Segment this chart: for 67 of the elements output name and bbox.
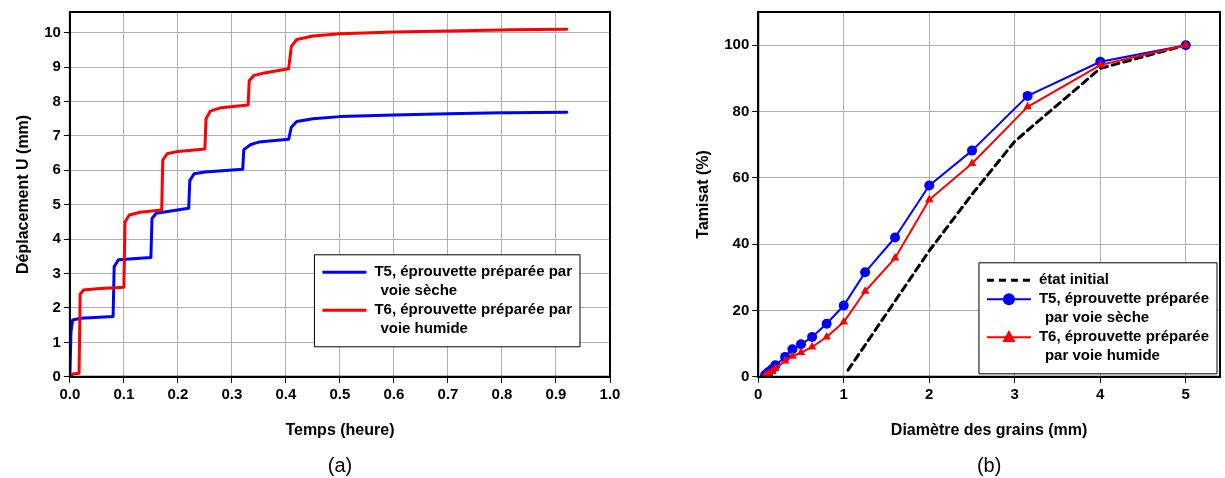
x-tick-label: 0.6: [383, 384, 405, 402]
legend-label: T6, éprouvette préparée par voie humide: [374, 300, 573, 337]
x-axis-title: Temps (heure): [285, 420, 395, 438]
point: [788, 351, 797, 359]
x-tick-label: 0.9: [545, 384, 567, 402]
y-tick-label: 2: [52, 298, 61, 316]
y-tick-label: 0: [52, 366, 61, 384]
x-tick-label: 0.5: [329, 384, 351, 402]
x-tick-label: 1: [839, 384, 848, 402]
x-tick-label: 0.8: [491, 384, 513, 402]
point: [780, 355, 790, 364]
legend-label: état initial: [1038, 270, 1109, 288]
y-tick-label: 60: [732, 167, 750, 185]
y-axis-title: Déplacement U (mm): [14, 114, 32, 274]
text: (b): [976, 453, 1002, 476]
point: [1022, 90, 1033, 101]
y-tick-label: 5: [52, 194, 61, 212]
point: [807, 332, 818, 342]
y-tick-label: 6: [52, 160, 61, 178]
point: [924, 194, 934, 203]
point: [924, 180, 935, 191]
legend-label: T5, éprouvette préparée par voie sèche: [374, 262, 573, 299]
point: [967, 145, 978, 156]
point: [822, 332, 831, 340]
text: (a): [327, 453, 353, 476]
y-tick-label: 9: [52, 57, 61, 75]
y-tick-label: 3: [52, 263, 61, 281]
point: [807, 341, 817, 350]
y-tick-label: 8: [52, 91, 61, 109]
x-tick-label: 0.1: [113, 384, 135, 402]
point: [796, 347, 806, 356]
x-tick-label: 0.7: [437, 384, 459, 402]
point: [821, 318, 832, 329]
y-tick-label: 7: [52, 126, 61, 144]
point: [860, 267, 871, 278]
x-tick-label: 0.4: [275, 384, 298, 402]
y-tick-label: 0: [740, 366, 750, 384]
y-tick-label: 80: [732, 101, 750, 119]
point: [860, 286, 870, 294]
x-tick-label: 1.0: [599, 384, 621, 402]
point: [890, 253, 900, 261]
x-tick-label: 0.3: [221, 384, 243, 402]
y-tick-label: 4: [52, 229, 62, 247]
x-tick-label: 2: [925, 384, 934, 402]
y-axis-title: Tamisat (%): [694, 150, 712, 239]
legend-label: T5, éprouvette préparée par voie sèche: [1038, 289, 1209, 326]
legend-label: T6, éprouvette préparée par voie humide: [1038, 327, 1209, 364]
y-tick-label: 40: [732, 234, 750, 252]
x-tick-label: 0.0: [59, 384, 81, 402]
x-tick-label: 5: [1181, 384, 1190, 402]
y-tick-label: 20: [732, 300, 750, 318]
x-tick-label: 0: [754, 384, 763, 402]
point: [1095, 60, 1105, 68]
y-tick-label: 100: [724, 35, 750, 53]
x-tick-label: 3: [1010, 384, 1019, 402]
point: [890, 232, 901, 243]
x-axis-title: Diamètre des grains (mm): [890, 420, 1088, 438]
x-tick-label: 4: [1096, 384, 1106, 402]
y-tick-label: 10: [44, 22, 61, 40]
point: [787, 344, 798, 355]
point: [839, 317, 849, 325]
y-tick-label: 1: [52, 332, 61, 350]
point: [838, 300, 849, 311]
point: [967, 158, 977, 167]
x-tick-label: 0.2: [167, 384, 189, 402]
point: [795, 339, 806, 350]
point: [1023, 101, 1032, 110]
